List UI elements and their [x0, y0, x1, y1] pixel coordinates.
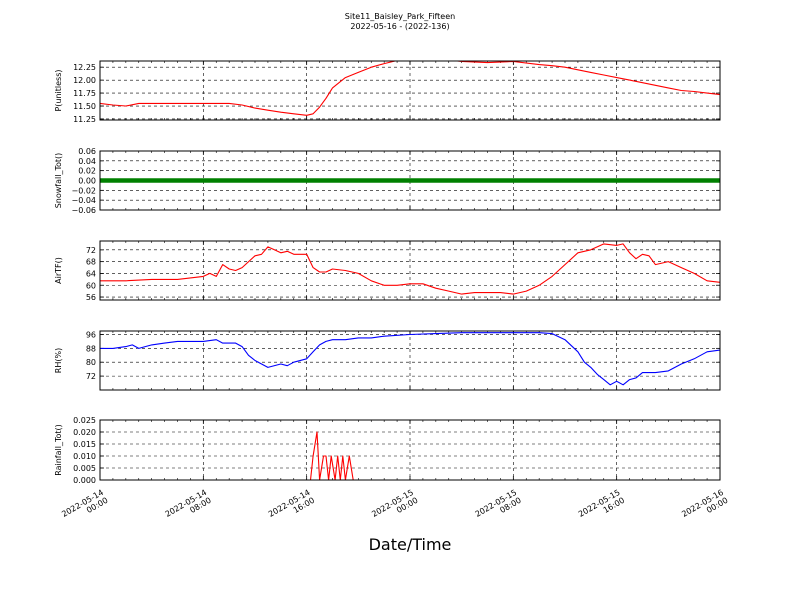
panel-air-temp-y-tick-label: 60 [86, 281, 96, 290]
figure-title-line2: 2022-05-16 - (2022-136) [350, 22, 449, 31]
panel-rainfall-y-tick-label: 0.015 [73, 440, 96, 449]
panel-rh-y-tick-label: 88 [86, 344, 96, 353]
panel-rh-y-tick-label: 80 [86, 358, 96, 367]
panel-snowfall-y-tick-label: −0.02 [71, 186, 96, 195]
panel-snowfall-frame [99, 150, 721, 211]
panel-pressure-y-label: P(unitless) [54, 69, 63, 111]
panel-rh: 72 80 88 96 RH(%) [54, 330, 721, 391]
panel-pressure-y-tick-label: 11.50 [73, 102, 96, 111]
panel-pressure-y-tick-label: 12.00 [73, 76, 96, 85]
x-axis-label: Date/Time [369, 535, 452, 554]
panel-rainfall-frame [99, 419, 721, 481]
panel-rh-series [100, 332, 720, 386]
panel-rainfall-y-label: Rainfall_Tot() [54, 424, 63, 476]
panel-pressure-frame [99, 60, 721, 121]
panel-snowfall-y-tick-label: −0.06 [71, 206, 96, 215]
panel-air-temp-frame [99, 240, 721, 301]
panel-rainfall-y-tick-label: 0.025 [73, 416, 96, 425]
panel-pressure-y-tick-label: 12.25 [73, 63, 96, 72]
panel-pressure: 11.25 11.50 11.75 12.00 12.25 P(unitless) [54, 60, 721, 124]
panel-rainfall-y-tick-label: 0.010 [73, 452, 96, 461]
panel-rainfall-y-tick-label: 0.005 [73, 464, 96, 473]
panel-rainfall-y-tick-label: 0.000 [73, 476, 96, 485]
panel-pressure-y-tick-label: 11.75 [73, 89, 96, 98]
panel-snowfall-y-tick-label: 0.06 [78, 147, 96, 156]
panel-pressure-series [100, 61, 720, 116]
panel-snowfall-y-tick-label: −0.04 [71, 196, 96, 205]
panel-air-temp-series [100, 243, 720, 295]
panel-rh-y-tick-label: 72 [86, 372, 96, 381]
figure-title-line1: Site11_Baisley_Park_Fifteen [345, 12, 455, 21]
panel-snowfall: −0.06−0.04−0.020.000.020.040.06 Snowfall_… [54, 147, 721, 215]
panel-air-temp-y-tick-label: 68 [86, 258, 96, 267]
panel-snowfall-y-tick-label: 0.02 [78, 167, 96, 176]
panel-air-temp-y-tick-label: 72 [86, 246, 96, 255]
panel-rainfall: 0.000 0.005 0.010 0.015 0.020 0.025 Rainfall_T… [54, 416, 721, 485]
panel-air-temp-y-tick-label: 56 [86, 293, 96, 302]
panel-rh-frame [99, 330, 721, 391]
panel-air-temp: 56 60 64 68 72 AirTF() [54, 240, 721, 302]
panel-snowfall-y-tick-label: 0.04 [78, 157, 96, 166]
panel-rainfall-series [100, 431, 720, 480]
panel-air-temp-y-label: AirTF() [54, 257, 63, 284]
panel-rh-y-label: RH(%) [54, 348, 63, 373]
panel-rh-y-tick-label: 96 [86, 330, 96, 339]
panel-pressure-y-tick-label: 11.25 [73, 115, 96, 124]
panel-rainfall-y-tick-label: 0.020 [73, 428, 96, 437]
panel-snowfall-y-tick-label: 0.00 [78, 177, 96, 186]
panel-snowfall-y-label: Snowfall_Tot() [54, 153, 63, 209]
panel-air-temp-y-tick-label: 64 [86, 269, 96, 278]
